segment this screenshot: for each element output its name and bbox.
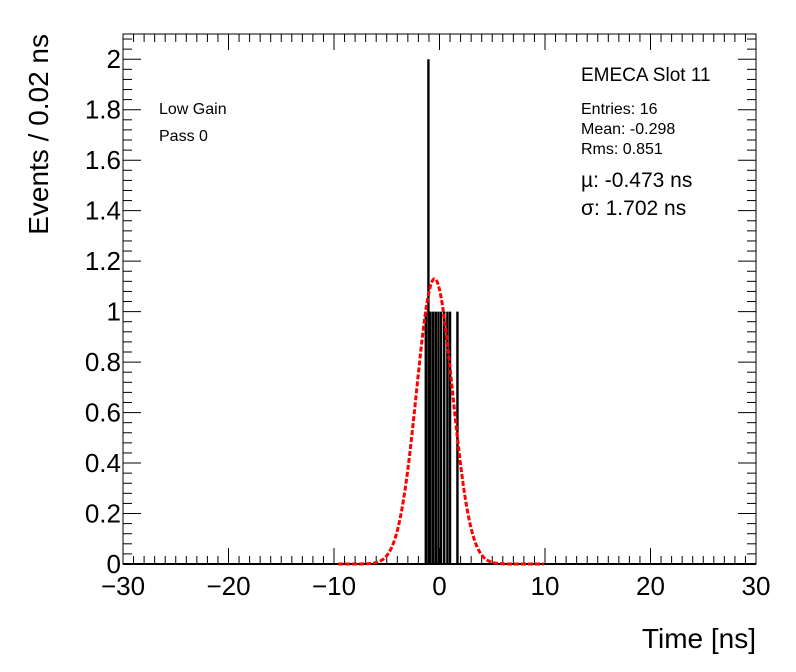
stats-sigma: σ: 1.702 ns bbox=[581, 197, 686, 220]
y-axis-title: Events / 0.02 ns bbox=[23, 34, 54, 235]
gain-label: Low Gain bbox=[159, 101, 227, 118]
y-tick-label: 1.8 bbox=[85, 95, 121, 125]
y-tick-label: 1.2 bbox=[85, 246, 121, 276]
x-axis-title: Time [ns] bbox=[642, 623, 756, 654]
x-tick-label: −10 bbox=[312, 571, 356, 601]
x-tick-label: 10 bbox=[531, 571, 560, 601]
x-tick-label: 30 bbox=[742, 571, 771, 601]
y-tick-label: 0.2 bbox=[85, 499, 121, 529]
stats-mean: Mean: -0.298 bbox=[581, 121, 675, 138]
y-tick-label: 2 bbox=[107, 44, 121, 74]
x-tick-label: 20 bbox=[636, 571, 665, 601]
y-tick-label: 1.6 bbox=[85, 145, 121, 175]
stats-rms: Rms: 0.851 bbox=[581, 141, 663, 158]
tick-labels-layer: −30 −20 −10 0 10 20 30 0 0.2 0.4 0.6 0.8 1 1.2 1.4 1.6 1… bbox=[85, 44, 771, 601]
y-tick-label: 0 bbox=[107, 549, 121, 579]
x-tick-label: −30 bbox=[101, 571, 145, 601]
pass-label: Pass 0 bbox=[159, 128, 208, 145]
y-tick-label: 1.4 bbox=[85, 196, 121, 226]
stats-entries: Entries: 16 bbox=[581, 101, 658, 118]
gaussian-fit-curve bbox=[338, 277, 544, 566]
y-tick-label: 0.6 bbox=[85, 398, 121, 428]
y-tick-label: 0.8 bbox=[85, 347, 121, 377]
y-tick-label: 0.4 bbox=[85, 448, 121, 478]
y-tick-label: 1 bbox=[107, 297, 121, 327]
stats-title: EMECA Slot 11 bbox=[581, 65, 711, 86]
ticks-layer bbox=[122, 34, 757, 565]
x-tick-label: −20 bbox=[206, 571, 250, 601]
stats-mu: µ: -0.473 ns bbox=[581, 169, 692, 192]
x-tick-label: 0 bbox=[432, 571, 446, 601]
fit-line bbox=[338, 277, 544, 566]
